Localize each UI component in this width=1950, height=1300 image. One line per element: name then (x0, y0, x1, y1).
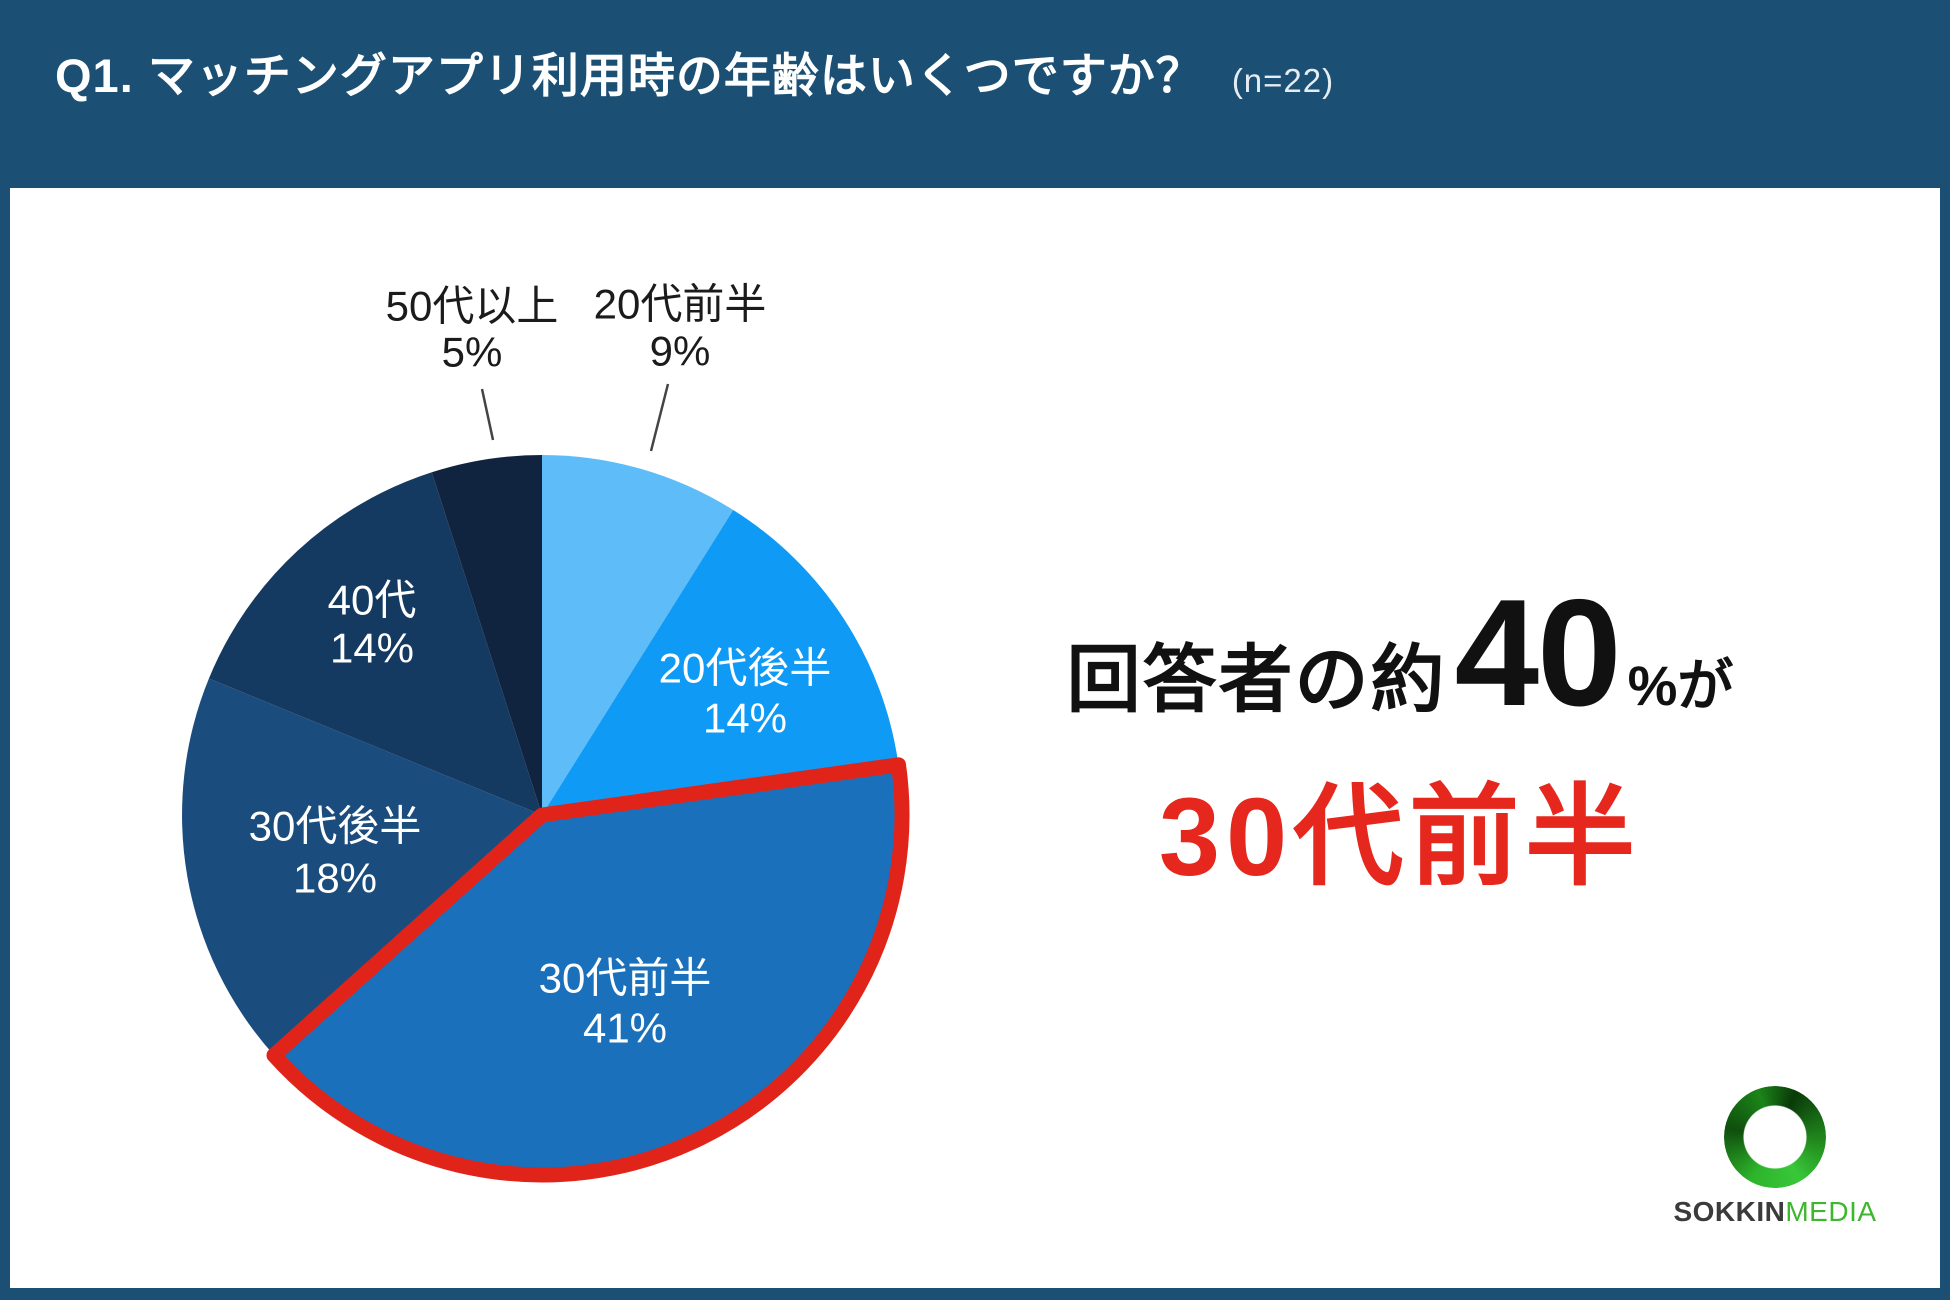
pie-slice-1 (542, 510, 899, 815)
logo: SOKKINMEDIA (1665, 1086, 1885, 1228)
pie-slice-4 (208, 472, 542, 815)
leader-line-0 (649, 383, 670, 452)
headline-number: 40 (1454, 568, 1622, 738)
pie-slice-5 (431, 455, 542, 815)
pie-label-4-name: 40代 (328, 577, 417, 624)
logo-text: SOKKINMEDIA (1665, 1196, 1885, 1228)
highlight-text: 30代前半 (1158, 776, 1642, 899)
headline-prefix: 回答者の約 (1066, 638, 1447, 721)
pie-label-3-name: 30代後半 (249, 803, 422, 850)
pie-label-0-pct: 9% (650, 328, 711, 375)
pie-label-1-name: 20代後半 (659, 645, 832, 692)
pie-label-4-pct: 14% (330, 625, 414, 672)
pie-label-1-pct: 14% (703, 695, 787, 742)
pie-chart: 20代前半9%20代後半14%30代前半41%30代後半18%40代14%50代… (182, 281, 910, 1183)
pie-slice-2 (274, 764, 903, 1175)
logo-text-light: MEDIA (1785, 1196, 1877, 1227)
pie-label-5-pct: 5% (442, 329, 503, 376)
headline: 回答者の約 40 %が 30代前半 (1000, 566, 1800, 907)
pie-label-2-pct: 41% (583, 1005, 667, 1052)
leader-line-1 (480, 388, 495, 441)
pie-slice-3 (182, 678, 542, 1056)
chart-panel: 20代前半 9% 20代後半 14% 30代前半 41% 30代後半 18% 40代 14% 50代… (10, 188, 1940, 1288)
logo-ring-icon (1724, 1086, 1826, 1188)
pie-label-5-name: 50代以上 (386, 283, 559, 330)
headline-suffix: %が (1627, 654, 1734, 717)
question-title: Q1. マッチングアプリ利用時の年齢はいくつですか？ (55, 49, 1204, 102)
headline-line1: 回答者の約 40 %が (1000, 566, 1800, 741)
header: Q1. マッチングアプリ利用時の年齢はいくつですか？ (n=22) (55, 50, 1910, 102)
pie-slice-0 (542, 455, 734, 815)
pie-label-3-pct: 18% (293, 855, 377, 902)
highlight-outline (266, 757, 910, 1183)
pie-label-2-name: 30代前半 (539, 955, 712, 1002)
pie-label-0-name: 20代前半 (594, 281, 767, 328)
sample-size: (n=22) (1231, 62, 1335, 99)
logo-text-bold: SOKKIN (1673, 1196, 1786, 1227)
